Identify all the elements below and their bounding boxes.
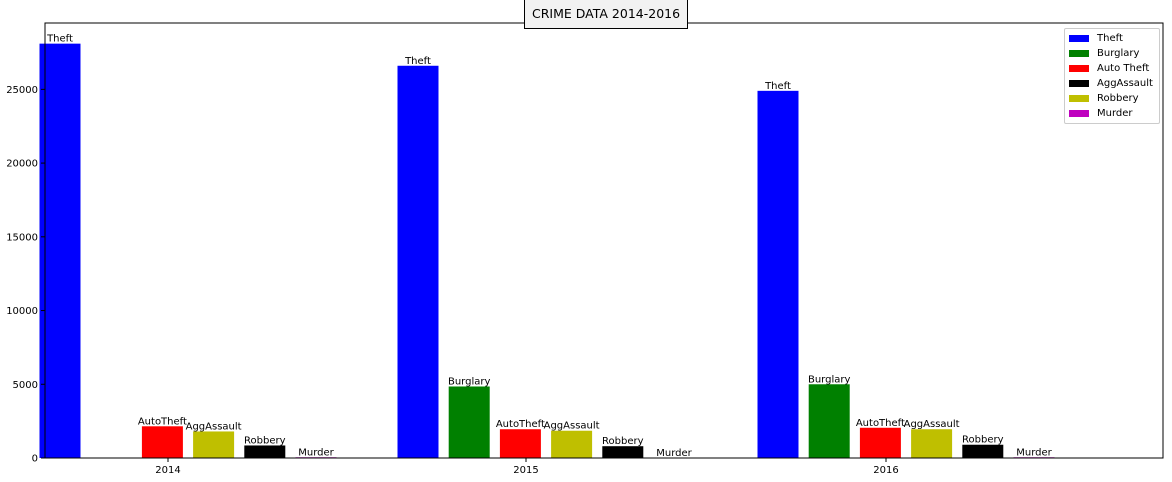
- y-tick-label: 20000: [6, 159, 38, 170]
- bar-label-2016-aggassault: AggAssault: [904, 419, 960, 430]
- bar-label-2015-aggassault: AggAssault: [544, 421, 600, 432]
- legend-item-theft: Theft: [1065, 31, 1159, 46]
- x-tick-label-2015: 2015: [513, 465, 538, 476]
- bar-label-2014-murder: Murder: [298, 447, 334, 458]
- bar-label-2016-murder: Murder: [1016, 447, 1052, 458]
- bar-label-2014-aggassault: AggAssault: [186, 421, 242, 432]
- axes-group: 0 5000 10000 15000 20000 25000 2014 2015 2016: [6, 22, 1164, 476]
- bar-2015-burglary: [448, 386, 490, 458]
- legend-label: Murder: [1097, 108, 1133, 119]
- legend-swatch: [1069, 65, 1089, 72]
- bars-group: [39, 43, 1055, 459]
- bar-label-2015-burglary: Burglary: [448, 376, 490, 387]
- legend-swatch: [1069, 50, 1089, 57]
- bar-label-2016-burglary: Burglary: [808, 374, 850, 385]
- bar-2014-aggassault: [193, 431, 235, 458]
- legend-swatch: [1069, 110, 1089, 117]
- legend-swatch: [1069, 80, 1089, 87]
- bar-2014-robbery: [244, 445, 286, 458]
- legend-swatch: [1069, 35, 1089, 42]
- legend-item-burglary: Burglary: [1065, 46, 1159, 61]
- bar-label-2014-robbery: Robbery: [244, 435, 286, 446]
- plot-frame: [44, 22, 1164, 459]
- bar-2015-robbery: [602, 446, 644, 458]
- bar-2015-aggassault: [551, 430, 593, 458]
- bar-labels-group: TheftAutoTheftAggAssaultRobberyMurderThe…: [46, 34, 1053, 459]
- bar-label-2014-theft: Theft: [46, 34, 73, 45]
- bar-label-2016-robbery: Robbery: [962, 435, 1004, 446]
- bar-2016-burglary: [808, 384, 850, 458]
- bar-label-2016-auto-theft: AutoTheft: [856, 418, 905, 429]
- bar-2015-theft: [397, 65, 439, 459]
- x-tick-label-2016: 2016: [873, 465, 898, 476]
- legend-label: Burglary: [1097, 48, 1140, 59]
- y-tick-label: 10000: [6, 306, 38, 317]
- y-tick-label: 0: [32, 454, 38, 465]
- legend-label: Theft: [1097, 33, 1123, 44]
- bar-label-2015-theft: Theft: [404, 56, 431, 67]
- bar-2016-auto-theft: [859, 427, 901, 458]
- legend-label: AggAssault: [1097, 78, 1153, 89]
- bar-label-2014-auto-theft: AutoTheft: [138, 416, 187, 427]
- legend-item-auto-theft: Auto Theft: [1065, 61, 1159, 76]
- x-tick-label-2014: 2014: [155, 465, 180, 476]
- bar-2016-aggassault: [911, 429, 953, 458]
- chart-title: CRIME DATA 2014-2016: [524, 0, 689, 29]
- legend-item-aggassault: AggAssault: [1065, 76, 1159, 91]
- bar-label-2015-murder: Murder: [656, 448, 692, 459]
- bar-2014-auto-theft: [141, 426, 183, 458]
- bar-label-2015-robbery: Robbery: [602, 436, 644, 447]
- chart-legend: Theft Burglary Auto Theft AggAssault Robbery…: [1064, 28, 1160, 124]
- bar-2014-theft: [39, 43, 81, 458]
- legend-swatch: [1069, 95, 1089, 102]
- bar-2015-auto-theft: [499, 429, 541, 458]
- y-tick-label: 25000: [6, 85, 38, 96]
- legend-label: Robbery: [1097, 93, 1139, 104]
- y-tick-label: 15000: [6, 232, 38, 243]
- legend-item-murder: Murder: [1065, 106, 1159, 121]
- bar-label-2015-auto-theft: AutoTheft: [496, 419, 545, 430]
- bar-label-2016-theft: Theft: [764, 81, 791, 92]
- bar-2016-robbery: [962, 444, 1004, 458]
- legend-label: Auto Theft: [1097, 63, 1150, 74]
- legend-item-robbery: Robbery: [1065, 91, 1159, 106]
- y-tick-label: 5000: [13, 380, 38, 391]
- bar-2016-theft: [757, 90, 799, 458]
